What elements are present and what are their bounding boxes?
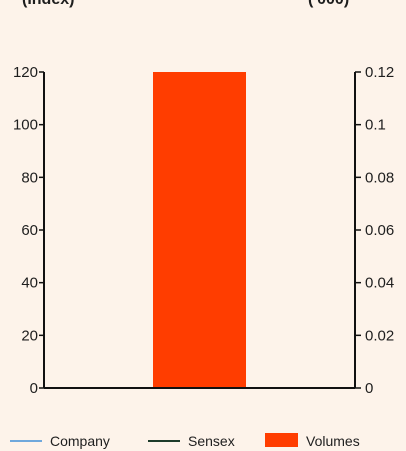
left-tick-label: 100 <box>13 117 38 134</box>
right-tick-label: 0 <box>365 380 373 397</box>
right-tick-label: 0.12 <box>365 64 394 81</box>
bar-volumes-0 <box>153 72 246 388</box>
legend-label-sensex: Sensex <box>188 433 235 449</box>
right-tick-label: 0.02 <box>365 327 394 344</box>
legend-label-company: Company <box>50 433 110 449</box>
left-tick-label: 20 <box>21 327 38 344</box>
right-tick-label: 0.1 <box>365 117 386 134</box>
left-axis-unit-label: (Index) <box>22 0 74 8</box>
right-tick-label: 0.08 <box>365 169 394 186</box>
left-axis-ticks: 0 20 40 60 80 100 120 <box>13 64 44 397</box>
right-axis-unit-label: ('000) <box>308 0 349 8</box>
right-axis-ticks: 0 0.02 0.04 0.06 0.08 0.1 0.12 <box>355 64 394 397</box>
left-tick-label: 80 <box>21 169 38 186</box>
legend-label-volumes: Volumes <box>306 433 360 449</box>
bars <box>153 72 246 388</box>
top-labels: (Index) ('000) <box>22 0 349 8</box>
legend-swatch-volumes <box>265 433 298 447</box>
left-tick-label: 40 <box>21 275 38 292</box>
right-tick-label: 0.06 <box>365 222 394 239</box>
right-tick-label: 0.04 <box>365 275 394 292</box>
left-tick-label: 0 <box>30 380 38 397</box>
left-tick-label: 120 <box>13 64 38 81</box>
left-tick-label: 60 <box>21 222 38 239</box>
legend: Company Sensex Volumes <box>10 433 360 449</box>
